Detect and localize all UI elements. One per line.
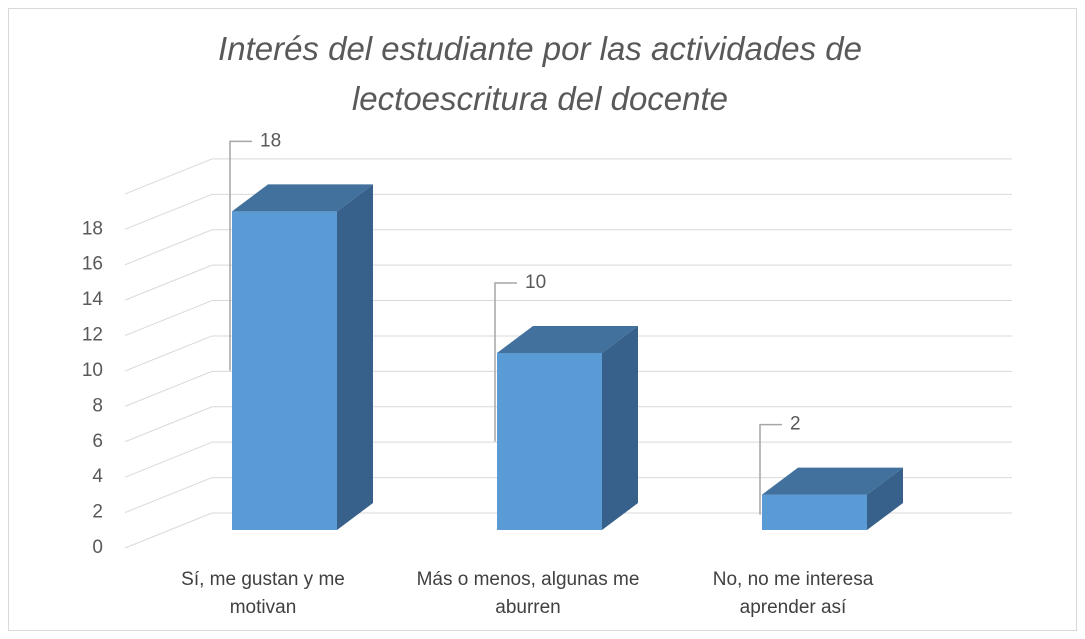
- y-tick-label: 2: [92, 502, 103, 523]
- data-label: 2: [790, 414, 801, 435]
- leader-line: [494, 282, 517, 442]
- grid-line: [124, 441, 213, 478]
- grid-line: [124, 229, 213, 266]
- bar-top: [762, 467, 903, 495]
- grid-line: [124, 512, 213, 549]
- bar-top: [232, 184, 373, 212]
- grid-line: [124, 370, 213, 407]
- y-tick-label: 0: [92, 537, 103, 558]
- y-tick-label: 6: [92, 431, 103, 452]
- grid-line: [124, 264, 213, 301]
- y-tick-label: 16: [82, 254, 103, 275]
- bar-front: [762, 494, 867, 530]
- bar-side: [867, 467, 903, 530]
- y-tick-label: 18: [82, 218, 103, 239]
- x-tick-label: Sí, me gustan y me motivan: [181, 569, 345, 618]
- y-tick-label: 4: [92, 466, 103, 487]
- grid-line: [124, 300, 213, 337]
- data-label: 10: [525, 272, 546, 293]
- chart-title: Interés del estudiante por las actividad…: [218, 30, 862, 117]
- bar-side: [337, 184, 373, 530]
- bar-top: [497, 325, 638, 353]
- grid-line: [124, 335, 213, 372]
- bar-side: [602, 325, 638, 530]
- grid-line: [124, 193, 213, 230]
- y-tick-label: 12: [82, 325, 103, 346]
- data-label: 18: [260, 130, 281, 151]
- bar-front: [232, 211, 337, 530]
- y-tick-label: 10: [82, 360, 103, 381]
- x-tick-label: No, no me interesa aprender así: [712, 569, 874, 618]
- chart-border: [8, 8, 1077, 631]
- leader-line: [759, 423, 782, 515]
- grid-line: [124, 158, 213, 195]
- grid-line: [124, 406, 213, 443]
- x-tick-label: Más o menos, algunas me aburren: [416, 569, 640, 618]
- y-tick-label: 8: [92, 395, 103, 416]
- bar-front: [497, 352, 602, 530]
- grid-line: [124, 477, 213, 514]
- leader-line: [229, 140, 252, 371]
- y-tick-label: 14: [82, 289, 104, 310]
